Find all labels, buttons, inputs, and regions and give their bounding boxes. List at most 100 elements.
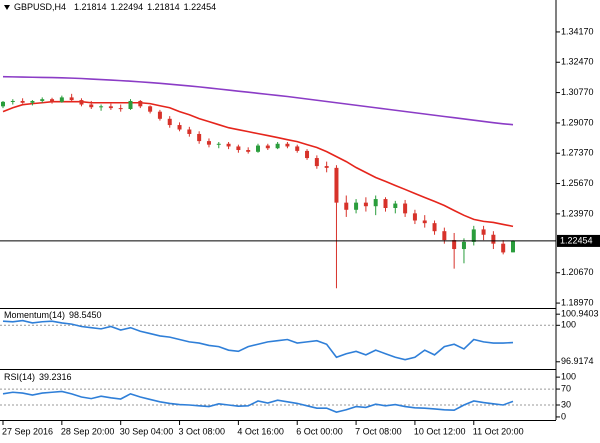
frame: [0, 0, 557, 421]
momentum-header: Momentum(14) 98.5450: [4, 310, 102, 320]
y-tick-label: 30: [561, 399, 571, 409]
y-tick-label: 100: [561, 320, 576, 330]
x-tick-label: 27 Sep 2016: [2, 426, 53, 436]
candle-body: [157, 111, 162, 119]
candle-body: [403, 203, 408, 214]
ohlc-low: 1.21814: [147, 2, 180, 12]
x-tick-label: 3 Oct 08:00: [179, 426, 226, 436]
y-tick-label: 1.23970: [561, 208, 594, 218]
y-tick-label: 100: [561, 372, 576, 382]
x-tick-label: 4 Oct 16:00: [237, 426, 284, 436]
candle-body: [99, 106, 104, 108]
candle-body: [393, 203, 398, 208]
candle-body: [79, 100, 84, 105]
y-tick-label: 0: [561, 411, 566, 421]
symbol-menu-icon[interactable]: [4, 5, 10, 10]
candle-body: [206, 141, 211, 145]
y-tick-label: 96.9174: [561, 356, 594, 366]
candle-body: [275, 143, 280, 149]
candle-body: [334, 167, 339, 203]
y-tick-label: 1.30770: [561, 87, 594, 97]
candle-body: [10, 100, 15, 102]
symbol-title: GBPUSD,H4: [14, 2, 66, 12]
y-tick-label: 1.34170: [561, 26, 594, 36]
candle-body: [491, 234, 496, 244]
candle-body: [501, 243, 506, 253]
candle-body: [354, 202, 359, 210]
candle-body: [324, 166, 329, 168]
candle-body: [177, 125, 182, 130]
x-tick-label: 11 Oct 20:00: [473, 426, 524, 436]
candle-body: [422, 220, 427, 224]
x-tick-label: 28 Sep 20:00: [61, 426, 115, 436]
candle-body: [373, 199, 378, 207]
candle-body: [432, 223, 437, 232]
current-price-label: 1.22454: [560, 235, 593, 245]
y-tick-label: 1.18970: [561, 297, 594, 307]
indicator-readout: 98.5450: [69, 310, 102, 320]
candle-body: [363, 202, 368, 207]
candle-body: [265, 145, 270, 149]
candle-body: [344, 202, 349, 210]
candle-body: [69, 97, 74, 101]
candle-body: [89, 104, 94, 108]
candle-body: [1, 101, 5, 107]
candle-body: [314, 158, 319, 167]
y-tick-label: 1.20670: [561, 267, 594, 277]
x-tick-label: 10 Oct 12:00: [414, 426, 466, 436]
indicator-name: RSI(14): [4, 372, 35, 382]
candle-body: [108, 106, 113, 109]
candle-body: [30, 100, 35, 103]
indicator-readout: 39.2316: [39, 372, 72, 382]
y-tick-label: 100.9403: [561, 309, 599, 319]
indicator-line: [2, 390, 514, 413]
moving-average: [2, 100, 514, 228]
candle-body: [148, 106, 153, 112]
candle-body: [216, 143, 221, 145]
indicator-line: [2, 319, 514, 361]
candle-body: [295, 146, 300, 151]
candle-body: [167, 118, 172, 126]
candle-body: [285, 143, 290, 147]
x-tick-label: 30 Sep 04:00: [120, 426, 174, 436]
candle-body: [256, 145, 260, 152]
candle-body: [59, 97, 64, 102]
candle-body: [40, 99, 45, 101]
moving-average: [2, 75, 514, 126]
candle-body: [197, 133, 202, 142]
candle-body: [412, 213, 417, 221]
rsi-header: RSI(14) 39.2316: [4, 372, 72, 382]
candle-body: [246, 150, 251, 152]
candle-body: [471, 229, 476, 242]
candle-body: [128, 100, 133, 109]
candle-body: [118, 108, 123, 110]
indicator-name: Momentum(14): [4, 310, 65, 320]
current-price-box: [557, 234, 600, 247]
candle-body: [461, 241, 466, 250]
y-tick-label: 70: [561, 383, 571, 393]
candle-body: [481, 229, 486, 235]
candle-body: [452, 240, 457, 250]
ohlc-open: 1.21814: [74, 2, 107, 12]
y-tick-label: 1.29070: [561, 117, 594, 127]
ohlc-close: 1.22454: [184, 2, 217, 12]
candle-body: [187, 129, 192, 134]
candle-body: [50, 99, 55, 102]
chart-header: GBPUSD,H4 1.21814 1.22494 1.21814 1.22454: [14, 2, 216, 12]
candle-body: [383, 199, 388, 208]
y-tick-label: 1.27370: [561, 148, 594, 158]
candle-body: [138, 100, 143, 107]
candle-body: [236, 146, 241, 151]
y-tick-label: 1.32470: [561, 57, 594, 67]
ohlc-high: 1.22494: [111, 2, 144, 12]
x-tick-label: 7 Oct 08:00: [355, 426, 402, 436]
candle-body: [20, 100, 25, 103]
candle-body: [511, 240, 515, 253]
candle-body: [305, 150, 310, 159]
y-tick-label: 1.25670: [561, 178, 594, 188]
candle-body: [442, 231, 447, 241]
candle-body: [226, 143, 231, 147]
x-tick-label: 6 Oct 00:00: [296, 426, 343, 436]
